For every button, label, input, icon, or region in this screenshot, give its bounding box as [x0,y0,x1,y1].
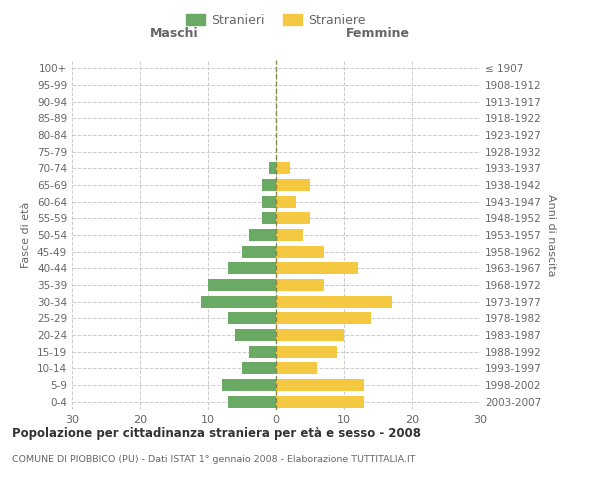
Bar [276,362,317,374]
Bar [276,346,337,358]
Bar [269,162,276,174]
Bar [262,212,276,224]
Bar [276,212,310,224]
Bar [276,396,364,407]
Bar [276,246,323,258]
Bar [229,262,276,274]
Text: COMUNE DI PIOBBICO (PU) - Dati ISTAT 1° gennaio 2008 - Elaborazione TUTTITALIA.I: COMUNE DI PIOBBICO (PU) - Dati ISTAT 1° … [12,455,415,464]
Bar [276,296,392,308]
Bar [249,229,276,241]
Bar [229,312,276,324]
Bar [242,362,276,374]
Bar [276,379,364,391]
Bar [276,312,371,324]
Text: Popolazione per cittadinanza straniera per età e sesso - 2008: Popolazione per cittadinanza straniera p… [12,428,421,440]
Text: Femmine: Femmine [346,27,410,40]
Bar [235,329,276,341]
Bar [276,262,358,274]
Bar [229,396,276,407]
Bar [276,279,323,291]
Bar [221,379,276,391]
Bar [242,246,276,258]
Bar [276,162,290,174]
Text: Maschi: Maschi [149,27,199,40]
Bar [208,279,276,291]
Bar [276,179,310,191]
Bar [262,179,276,191]
Bar [276,229,303,241]
Bar [276,329,344,341]
Y-axis label: Anni di nascita: Anni di nascita [545,194,556,276]
Legend: Stranieri, Straniere: Stranieri, Straniere [181,8,371,32]
Bar [262,196,276,207]
Bar [249,346,276,358]
Bar [201,296,276,308]
Y-axis label: Fasce di età: Fasce di età [22,202,31,268]
Bar [276,196,296,207]
